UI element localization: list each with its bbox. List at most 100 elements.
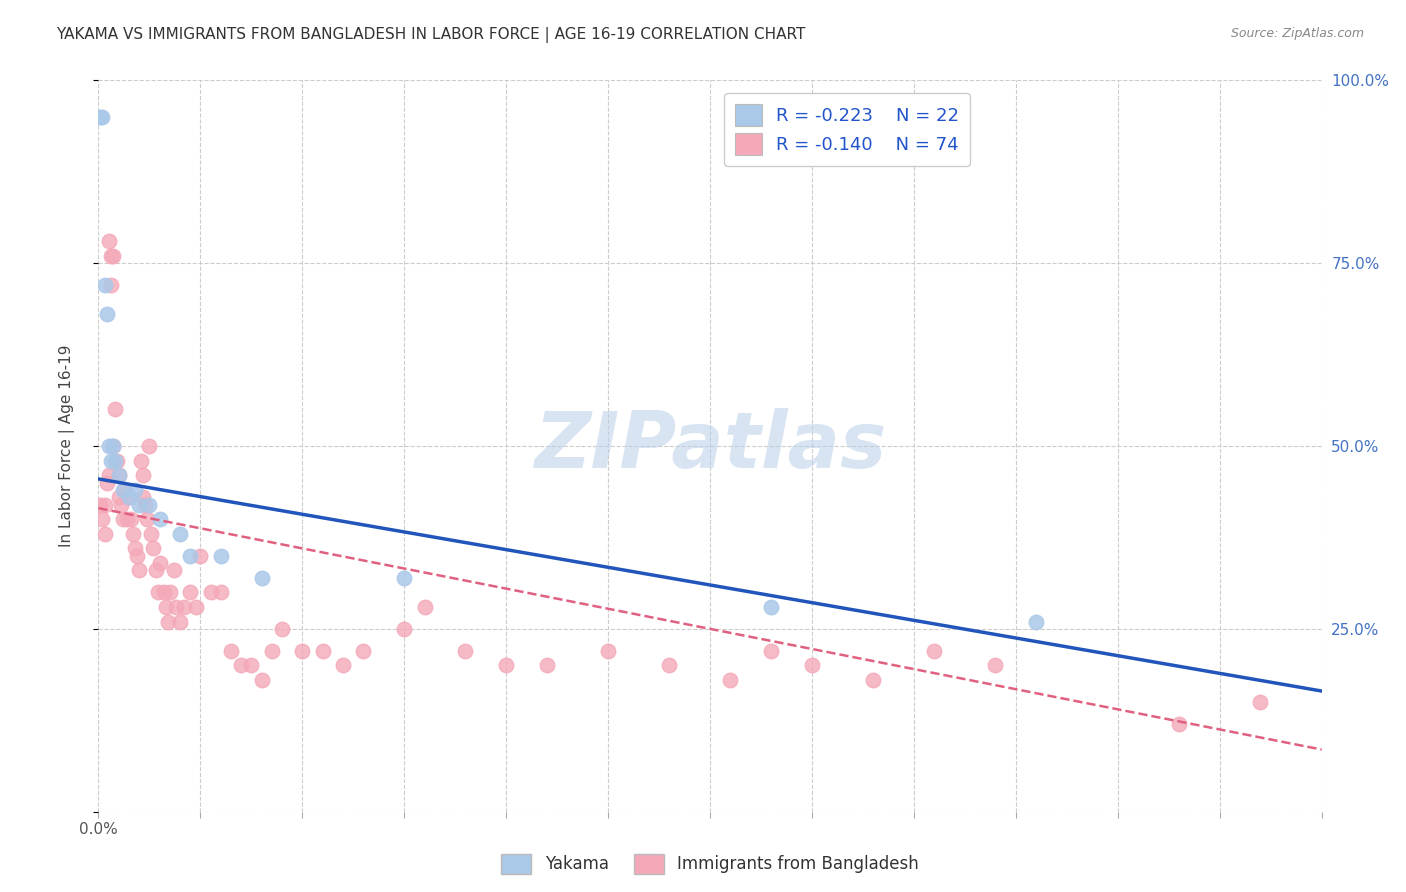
Point bbox=[111, 512, 134, 526]
Point bbox=[169, 615, 191, 629]
Point bbox=[118, 490, 141, 504]
Point bbox=[127, 549, 149, 563]
Point bbox=[115, 512, 138, 526]
Point bbox=[1167, 717, 1189, 731]
Y-axis label: In Labor Force | Age 16-19: In Labor Force | Age 16-19 bbox=[59, 344, 75, 548]
Point bbox=[231, 658, 253, 673]
Point bbox=[179, 549, 201, 563]
Point bbox=[984, 658, 1007, 673]
Point bbox=[122, 526, 145, 541]
Point bbox=[1025, 615, 1047, 629]
Point bbox=[658, 658, 681, 673]
Point bbox=[149, 556, 172, 570]
Point bbox=[108, 468, 131, 483]
Point bbox=[104, 453, 127, 467]
Point bbox=[101, 439, 124, 453]
Point bbox=[179, 585, 201, 599]
Point bbox=[250, 673, 273, 687]
Point bbox=[145, 563, 167, 577]
Point bbox=[159, 585, 181, 599]
Point bbox=[136, 512, 159, 526]
Text: Source: ZipAtlas.com: Source: ZipAtlas.com bbox=[1230, 27, 1364, 40]
Point bbox=[392, 571, 416, 585]
Point bbox=[89, 110, 111, 124]
Point bbox=[165, 599, 187, 614]
Point bbox=[454, 644, 477, 658]
Point bbox=[149, 512, 172, 526]
Point bbox=[240, 658, 263, 673]
Point bbox=[100, 278, 122, 293]
Point bbox=[124, 541, 146, 556]
Point bbox=[392, 622, 416, 636]
Point bbox=[141, 526, 163, 541]
Point bbox=[250, 571, 273, 585]
Point bbox=[173, 599, 195, 614]
Point bbox=[146, 585, 169, 599]
Point bbox=[156, 615, 179, 629]
Point bbox=[413, 599, 436, 614]
Point bbox=[128, 563, 150, 577]
Point bbox=[219, 644, 242, 658]
Point bbox=[97, 439, 120, 453]
Point bbox=[128, 498, 150, 512]
Point bbox=[536, 658, 558, 673]
Point bbox=[132, 490, 155, 504]
Point bbox=[91, 110, 114, 124]
Point bbox=[169, 526, 191, 541]
Point bbox=[209, 549, 232, 563]
Point bbox=[495, 658, 517, 673]
Point bbox=[96, 307, 118, 321]
Point bbox=[120, 512, 142, 526]
Point bbox=[93, 498, 115, 512]
Point bbox=[101, 249, 124, 263]
Point bbox=[100, 453, 122, 467]
Point bbox=[186, 599, 208, 614]
Point bbox=[1249, 695, 1271, 709]
Point bbox=[801, 658, 824, 673]
Point bbox=[108, 490, 131, 504]
Point bbox=[93, 526, 115, 541]
Point bbox=[97, 468, 120, 483]
Point bbox=[862, 673, 884, 687]
Point bbox=[132, 468, 155, 483]
Point bbox=[922, 644, 945, 658]
Point bbox=[89, 498, 111, 512]
Point bbox=[209, 585, 232, 599]
Point bbox=[108, 468, 131, 483]
Point bbox=[96, 475, 118, 490]
Point bbox=[138, 439, 160, 453]
Point bbox=[312, 644, 335, 658]
Point bbox=[200, 585, 222, 599]
Point bbox=[105, 453, 128, 467]
Point bbox=[761, 599, 783, 614]
Point bbox=[138, 498, 160, 512]
Point bbox=[129, 453, 152, 467]
Point bbox=[91, 512, 114, 526]
Point bbox=[124, 483, 146, 497]
Point bbox=[97, 234, 120, 248]
Text: ZIPatlas: ZIPatlas bbox=[534, 408, 886, 484]
Point bbox=[188, 549, 212, 563]
Point bbox=[134, 498, 156, 512]
Point bbox=[100, 249, 122, 263]
Point bbox=[163, 563, 186, 577]
Point bbox=[142, 541, 165, 556]
Point bbox=[114, 483, 136, 497]
Point bbox=[720, 673, 742, 687]
Point bbox=[104, 402, 127, 417]
Point bbox=[352, 644, 374, 658]
Point bbox=[118, 490, 141, 504]
Point bbox=[101, 439, 124, 453]
Point bbox=[155, 599, 177, 614]
Legend: Yakama, Immigrants from Bangladesh: Yakama, Immigrants from Bangladesh bbox=[495, 847, 925, 880]
Point bbox=[260, 644, 283, 658]
Point bbox=[110, 498, 132, 512]
Text: YAKAMA VS IMMIGRANTS FROM BANGLADESH IN LABOR FORCE | AGE 16-19 CORRELATION CHAR: YAKAMA VS IMMIGRANTS FROM BANGLADESH IN … bbox=[56, 27, 806, 43]
Point bbox=[291, 644, 314, 658]
Point bbox=[93, 278, 115, 293]
Point bbox=[270, 622, 294, 636]
Point bbox=[111, 483, 134, 497]
Point bbox=[152, 585, 174, 599]
Point bbox=[332, 658, 354, 673]
Point bbox=[598, 644, 620, 658]
